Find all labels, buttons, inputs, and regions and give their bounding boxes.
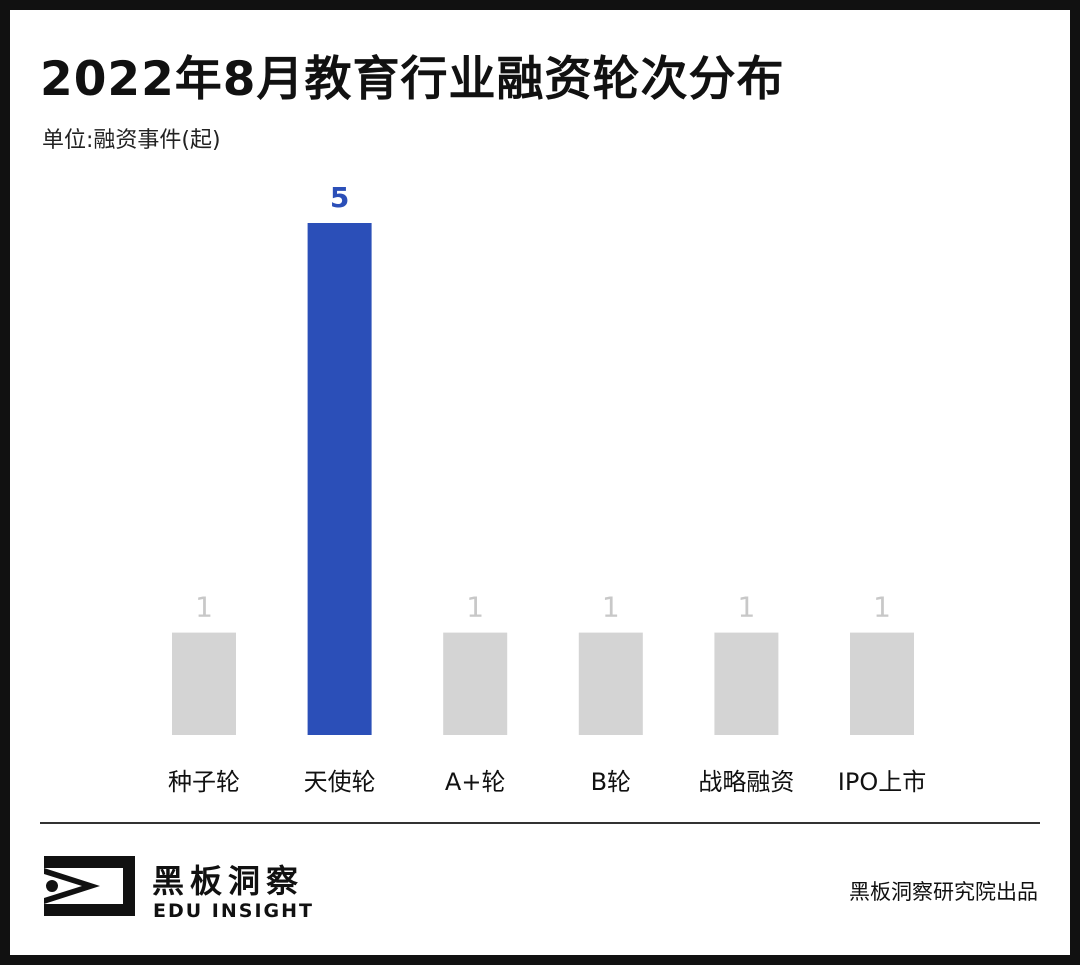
eye-bracket-logo xyxy=(44,856,135,916)
x-tick-label-2: 天使轮 xyxy=(304,768,376,796)
data-label-2: 5 xyxy=(330,181,349,214)
data-label-5: 1 xyxy=(737,591,755,624)
credit-text: 黑板洞察研究院出品 xyxy=(849,880,1038,904)
x-tick-label-5: 战略融资 xyxy=(698,768,794,796)
bar-chart: 1 种子轮 5 天使轮 1 A+轮 1 B轮 1 战略融资 1 IPO上市 xyxy=(168,181,926,796)
x-tick-label-1: 种子轮 xyxy=(168,768,240,796)
x-tick-label-6: IPO上市 xyxy=(838,768,926,796)
unit-label: 单位:融资事件(起) xyxy=(42,128,221,153)
bar-4 xyxy=(578,632,643,735)
chart-card: 2022年8月教育行业融资轮次分布 单位:融资事件(起) 1 种子轮 5 天使轮 1 A+… xyxy=(10,10,1070,955)
bar-1 xyxy=(172,632,236,735)
page-title: 2022年8月教育行业融资轮次分布 xyxy=(40,52,785,107)
x-tick-label-4: B轮 xyxy=(591,768,631,796)
brand-subtitle: EDU INSIGHT xyxy=(153,900,314,922)
footer-divider xyxy=(40,822,1040,824)
bar-6 xyxy=(850,632,914,735)
brand-name: 黑板洞察 xyxy=(152,862,305,900)
bar-5 xyxy=(714,632,779,735)
data-label-4: 1 xyxy=(602,591,620,624)
data-label-6: 1 xyxy=(873,591,891,624)
bar-3 xyxy=(443,632,508,735)
data-label-3: 1 xyxy=(466,591,484,624)
data-label-1: 1 xyxy=(195,591,213,624)
bar-2 xyxy=(307,223,372,735)
x-tick-label-3: A+轮 xyxy=(445,768,506,796)
